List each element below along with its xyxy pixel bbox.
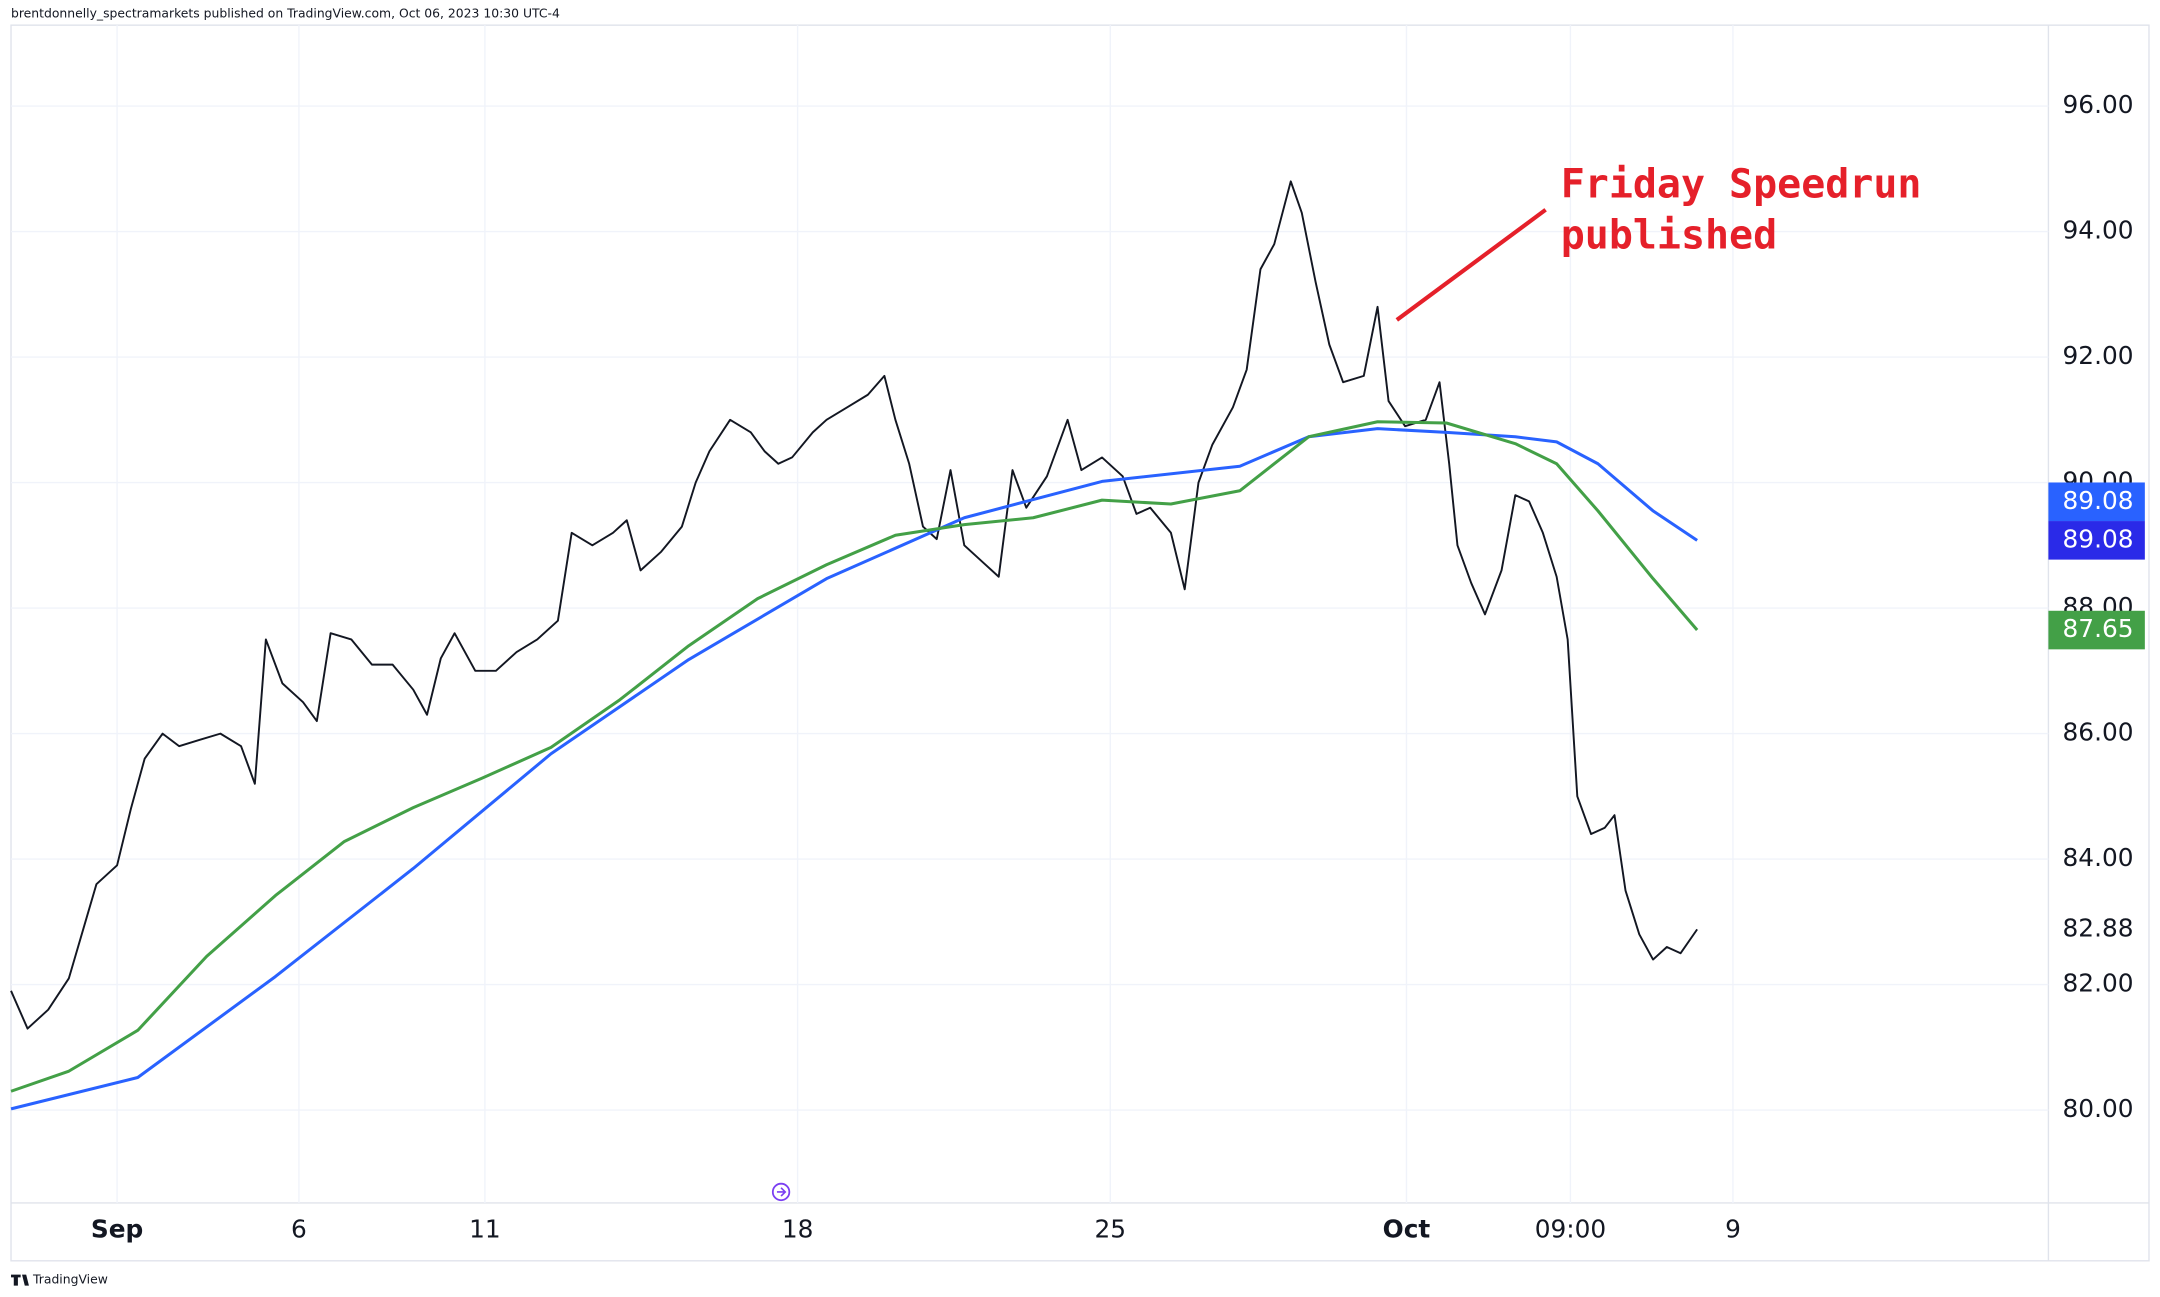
annotation: Friday Speedrun published [1561,161,1946,258]
annotation-line-1: Friday Speedrun [1561,161,1922,207]
price-badge-label: 89.08 [2063,486,2134,515]
x-tick-label: 25 [1095,1215,1127,1244]
x-tick-label: Sep [91,1215,143,1244]
y-tick-label: 94.00 [2063,216,2134,245]
y-tick-label: 92.00 [2063,341,2134,370]
annotation-line-2: published [1561,212,1777,258]
footer: TradingView [32,1272,108,1287]
event-icon-arrow [776,1187,787,1197]
price-badge-label: 87.65 [2063,614,2134,643]
x-tick-label: 6 [291,1215,307,1244]
price-badge-label: 82.88 [2063,913,2134,942]
price-badge [2048,521,2145,560]
footer-logo [11,1274,29,1286]
y-tick-label: 82.00 [2063,969,2134,998]
x-tick-label: 9 [1725,1215,1741,1244]
price-badge [2048,610,2145,650]
y-tick-label: 96.00 [2063,90,2134,119]
price-badge-label: 89.08 [2063,524,2134,553]
event-icon[interactable] [771,1182,791,1202]
series-line [10,420,1699,1093]
series-line [10,180,1698,1030]
x-tick-label: Oct [1383,1215,1431,1244]
x-tick-label: 11 [469,1215,501,1244]
annotation-line [1395,208,1547,322]
x-tick-label: 09:00 [1535,1215,1606,1244]
header: brentdonnelly_spectramarkets published o… [11,6,560,21]
y-tick-label: 86.00 [2063,718,2134,747]
y-tick-label: 84.00 [2063,843,2134,872]
plot [10,180,1699,1111]
series-line [10,427,1698,1111]
price-badge [2048,482,2145,522]
grid [11,25,2049,1203]
frame [10,24,2150,1262]
y-tick-label: 80.00 [2063,1094,2134,1123]
x-tick-label: 18 [782,1215,814,1244]
